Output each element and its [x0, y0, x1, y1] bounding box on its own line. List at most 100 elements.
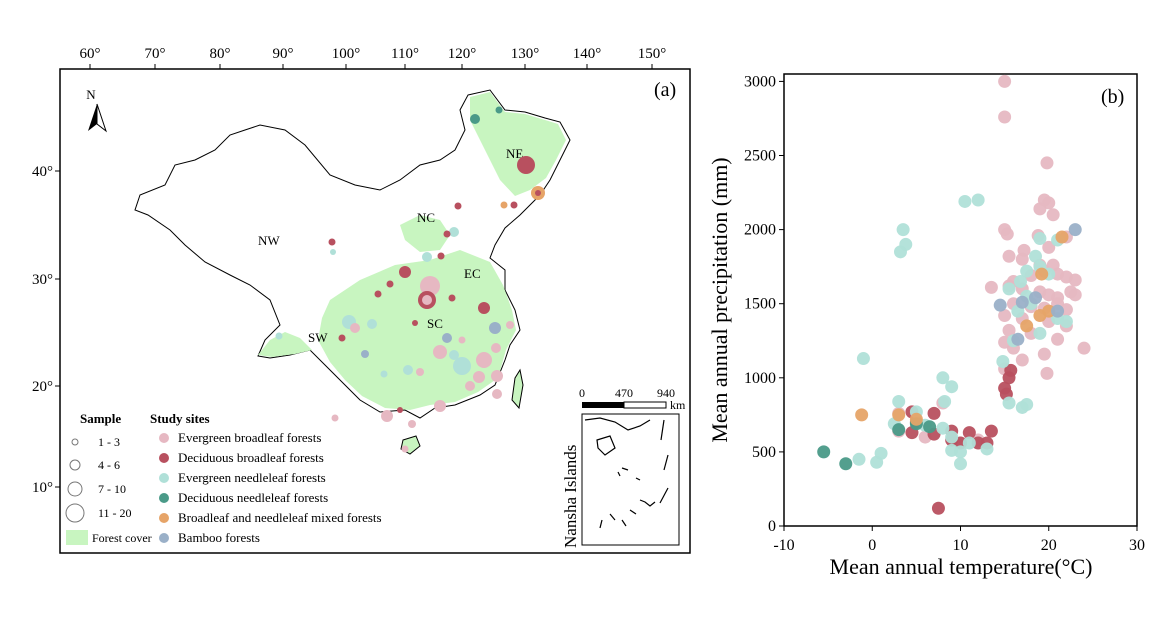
- forest-cover-southwest: [258, 332, 312, 357]
- scatter-point: [1000, 227, 1014, 241]
- site-marker: [506, 321, 514, 329]
- scatter-point: [1002, 249, 1016, 263]
- scatter-point: [1014, 274, 1028, 288]
- site-marker: [338, 334, 346, 342]
- site-marker: [449, 227, 459, 237]
- north-label: N: [86, 87, 96, 102]
- forest-cover-swatch: [66, 530, 88, 545]
- scatter-point: [984, 424, 998, 438]
- map-panel: 60° 70° 80° 90° 100° 110° 120° 130° 140°…: [32, 46, 691, 554]
- site-marker: [454, 202, 462, 210]
- x-axis: -10 0 10 20 30: [773, 526, 1145, 554]
- region-label-sw: SW: [308, 330, 328, 345]
- lon-tick-label: 130°: [511, 46, 540, 62]
- site-marker: [465, 381, 475, 391]
- scatter-point: [874, 446, 888, 460]
- scatter-point: [852, 452, 866, 466]
- site-marker: [422, 252, 432, 262]
- sample-size-label: 4 - 6: [98, 458, 120, 472]
- site-marker: [470, 114, 480, 124]
- legend-swatch: [159, 473, 169, 483]
- site-marker: [489, 322, 501, 334]
- taiwan-island: [511, 368, 524, 410]
- legend-site-label: Deciduous needleleaf forests: [178, 490, 328, 505]
- lat-tick-label: 40°: [32, 164, 53, 180]
- scatter-point: [962, 436, 976, 450]
- lon-tick-label: 90°: [273, 46, 294, 62]
- y-axis: 0 500 1000 1500 2000 2500 3000: [744, 73, 784, 535]
- y-tick-label: 0: [768, 518, 776, 535]
- scale-tick-label: 470: [615, 386, 633, 400]
- scatter-point: [1068, 223, 1082, 237]
- lon-tick-label: 110°: [391, 46, 419, 62]
- legend-site-label: Broadleaf and needleleaf mixed forests: [178, 510, 382, 525]
- scatter-point: [954, 445, 967, 459]
- north-arrow: N: [86, 87, 107, 133]
- lat-tick-label: 10°: [32, 480, 53, 496]
- sample-size-label: 1 - 3: [98, 435, 120, 449]
- scatter-point: [1011, 332, 1025, 346]
- y-tick-label: 500: [752, 444, 776, 461]
- site-marker: [510, 201, 518, 209]
- y-tick-label: 2500: [744, 148, 776, 165]
- legend-site-label: Evergreen broadleaf forests: [178, 430, 321, 445]
- scatter-point: [856, 352, 870, 366]
- site-marker: [381, 410, 393, 422]
- scatter-point: [936, 371, 950, 385]
- scatter-point: [1059, 314, 1073, 328]
- legend-site-label: Deciduous broadleaf forests: [178, 450, 324, 465]
- north-arrow-icon-right: [96, 103, 107, 133]
- scatter-point: [1055, 230, 1069, 244]
- site-marker: [374, 290, 382, 298]
- y-tick-label: 2000: [744, 222, 776, 239]
- scatter-point: [958, 194, 972, 208]
- sample-size-symbol: [65, 503, 85, 523]
- inset-islands: [599, 419, 669, 529]
- scatter-point: [984, 280, 998, 294]
- study-site-markers: [275, 106, 545, 453]
- site-marker: [449, 350, 459, 360]
- scatter-point: [931, 501, 945, 515]
- lon-tick-label: 70°: [145, 46, 166, 62]
- scatter-point: [1020, 264, 1034, 278]
- scatter-point: [1037, 347, 1051, 361]
- legend-site-label: Evergreen needleleaf forests: [178, 470, 326, 485]
- scatter-point: [896, 223, 910, 237]
- scatter-point: [1051, 304, 1065, 318]
- lat-tick-label: 30°: [32, 272, 53, 288]
- scatter-point: [899, 237, 913, 251]
- scatter-point: [927, 406, 941, 420]
- lon-tick-label: 120°: [448, 46, 477, 62]
- site-marker: [403, 365, 413, 375]
- scatter-point: [1020, 319, 1034, 333]
- lon-tick-label: 140°: [573, 46, 602, 62]
- site-marker: [491, 343, 501, 353]
- scatter-point: [1042, 240, 1056, 254]
- scatter-point: [1033, 202, 1047, 216]
- scatter-point: [1029, 249, 1043, 263]
- site-marker: [397, 407, 403, 413]
- inset-label: Nansha Islands: [561, 445, 580, 548]
- site-type-legend: Evergreen broadleaf forests Deciduous br…: [159, 430, 382, 545]
- scatter-points: [817, 74, 1091, 515]
- site-marker: [399, 266, 411, 278]
- legend-swatch: [159, 433, 169, 443]
- site-marker: [535, 190, 541, 196]
- inset-coastline: [584, 417, 651, 456]
- scatter-point: [1068, 273, 1082, 287]
- scatter-point: [1046, 208, 1060, 222]
- y-tick-label: 3000: [744, 73, 776, 90]
- lat-tick-label: 20°: [32, 379, 53, 395]
- lon-tick-label: 60°: [80, 46, 101, 62]
- site-marker: [517, 156, 535, 174]
- site-marker: [495, 106, 503, 114]
- scatter-point: [1015, 295, 1029, 309]
- region-labels: NE NC NW EC SC SW: [258, 146, 523, 345]
- site-marker: [500, 201, 508, 209]
- legend-sample-title: Sample: [80, 411, 121, 426]
- x-tick-label: 30: [1129, 537, 1145, 554]
- map-panel-label: (a): [654, 79, 676, 101]
- site-marker: [401, 445, 409, 453]
